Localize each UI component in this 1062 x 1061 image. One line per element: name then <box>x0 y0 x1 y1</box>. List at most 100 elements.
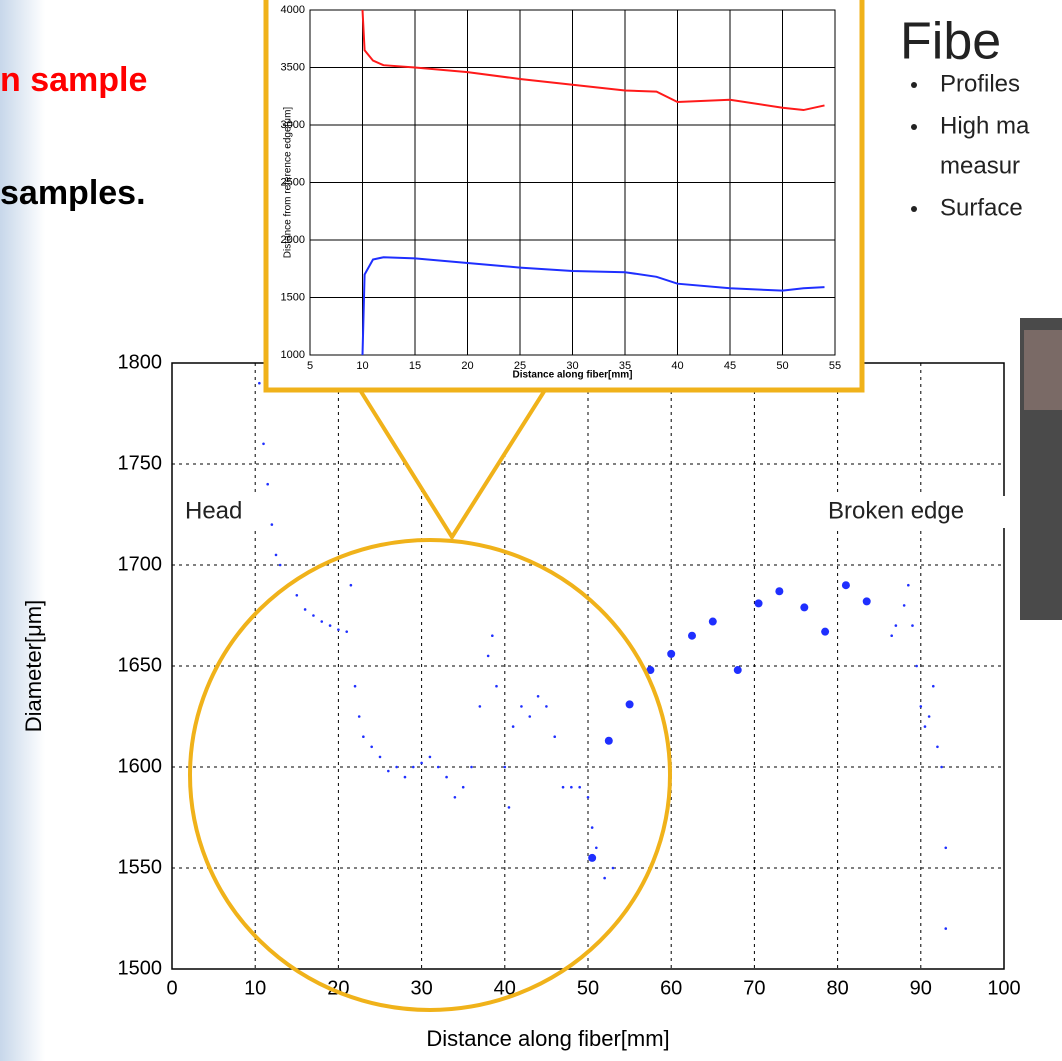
data-point <box>528 715 532 718</box>
x-tick-label: 60 <box>660 977 682 999</box>
data-point <box>536 695 540 698</box>
data-point <box>520 705 523 708</box>
data-point <box>944 846 948 850</box>
data-point <box>561 785 565 789</box>
data-point <box>708 617 717 626</box>
data-point <box>927 715 931 718</box>
data-point <box>395 765 398 769</box>
heading-black: samples. <box>0 174 146 212</box>
data-point <box>511 725 515 728</box>
data-point <box>915 664 918 668</box>
data-point <box>588 853 597 862</box>
x-tick-label: 90 <box>910 977 932 999</box>
annotation: Head <box>185 497 242 524</box>
data-point <box>907 583 910 587</box>
data-point <box>578 785 581 789</box>
y-tick-label: 1750 <box>118 452 163 474</box>
x-tick-label: 50 <box>776 360 788 372</box>
data-point <box>919 705 923 708</box>
x-tick-label: 10 <box>356 360 368 372</box>
data-point <box>890 634 893 637</box>
y-tick-label: 1700 <box>118 553 163 575</box>
x-tick-label: 20 <box>461 360 473 372</box>
data-point <box>328 624 332 627</box>
data-point <box>470 765 473 769</box>
bullet-dot <box>911 206 917 212</box>
data-point <box>357 715 361 718</box>
y-tick-label: 1000 <box>281 349 305 361</box>
data-point <box>936 745 939 749</box>
data-point <box>428 755 432 759</box>
y-axis-label: Diameter[μm] <box>21 600 46 732</box>
data-point <box>688 631 696 640</box>
data-point <box>841 581 850 590</box>
y-axis-label: Distance from reference edge[μm] <box>283 107 294 259</box>
data-line <box>361 9 825 112</box>
x-tick-label: 100 <box>987 977 1020 999</box>
data-point <box>611 866 615 870</box>
data-point <box>553 735 557 738</box>
x-tick-label: 5 <box>307 360 313 372</box>
data-point <box>453 796 457 799</box>
x-tick-label: 55 <box>829 360 841 372</box>
x-axis-label: Distance along fiber[mm] <box>512 370 632 381</box>
data-point <box>545 705 548 708</box>
data-point <box>262 442 265 446</box>
data-point <box>507 806 511 809</box>
data-point <box>821 627 830 636</box>
data-point <box>800 603 809 612</box>
data-point <box>590 826 594 829</box>
y-tick-label: 1500 <box>118 957 163 979</box>
data-point <box>420 761 423 765</box>
data-point <box>278 563 282 567</box>
bullet-text: Profiles <box>940 70 1020 97</box>
data-point <box>378 755 382 759</box>
data-point <box>931 684 935 688</box>
x-tick-label: 40 <box>671 360 683 372</box>
data-point <box>478 705 482 708</box>
slide-title: Fibe <box>900 13 1001 71</box>
data-point <box>349 583 353 587</box>
data-point <box>274 553 278 557</box>
data-point <box>604 736 613 745</box>
data-point <box>646 666 655 675</box>
x-tick-label: 35 <box>619 360 631 372</box>
data-point <box>570 785 573 789</box>
annotation: Broken edge <box>828 497 964 524</box>
data-point <box>603 876 606 880</box>
data-point <box>403 775 407 779</box>
data-point <box>625 700 634 709</box>
data-point <box>486 654 490 658</box>
data-point <box>295 594 299 597</box>
data-point <box>944 927 948 930</box>
data-point <box>345 630 349 633</box>
heading-red: n sample <box>0 61 147 99</box>
data-point <box>445 775 448 779</box>
y-tick-label: 2500 <box>281 176 305 188</box>
x-tick-label: 0 <box>166 977 177 999</box>
y-tick-label: 2000 <box>281 234 305 246</box>
y-tick-label: 1600 <box>118 755 163 777</box>
data-point <box>754 599 763 608</box>
inset-box <box>263 0 865 393</box>
y-tick-label: 3500 <box>281 61 305 73</box>
data-point <box>911 624 914 627</box>
data-point <box>595 846 598 850</box>
x-tick-label: 30 <box>410 977 432 999</box>
x-tick-label: 80 <box>826 977 848 999</box>
data-point <box>862 597 871 606</box>
data-point <box>266 482 269 486</box>
x-tick-label: 10 <box>244 977 266 999</box>
data-point <box>491 634 494 637</box>
data-point <box>495 684 498 688</box>
data-point <box>303 608 307 611</box>
data-point <box>362 735 365 738</box>
data-line <box>361 256 825 356</box>
y-tick-label: 3000 <box>281 119 305 131</box>
y-tick-label: 1650 <box>118 654 163 676</box>
plot-frame <box>309 9 836 356</box>
x-tick-label: 15 <box>409 360 421 372</box>
data-point <box>370 745 373 749</box>
x-axis-label: Distance along fiber[mm] <box>426 1026 669 1051</box>
